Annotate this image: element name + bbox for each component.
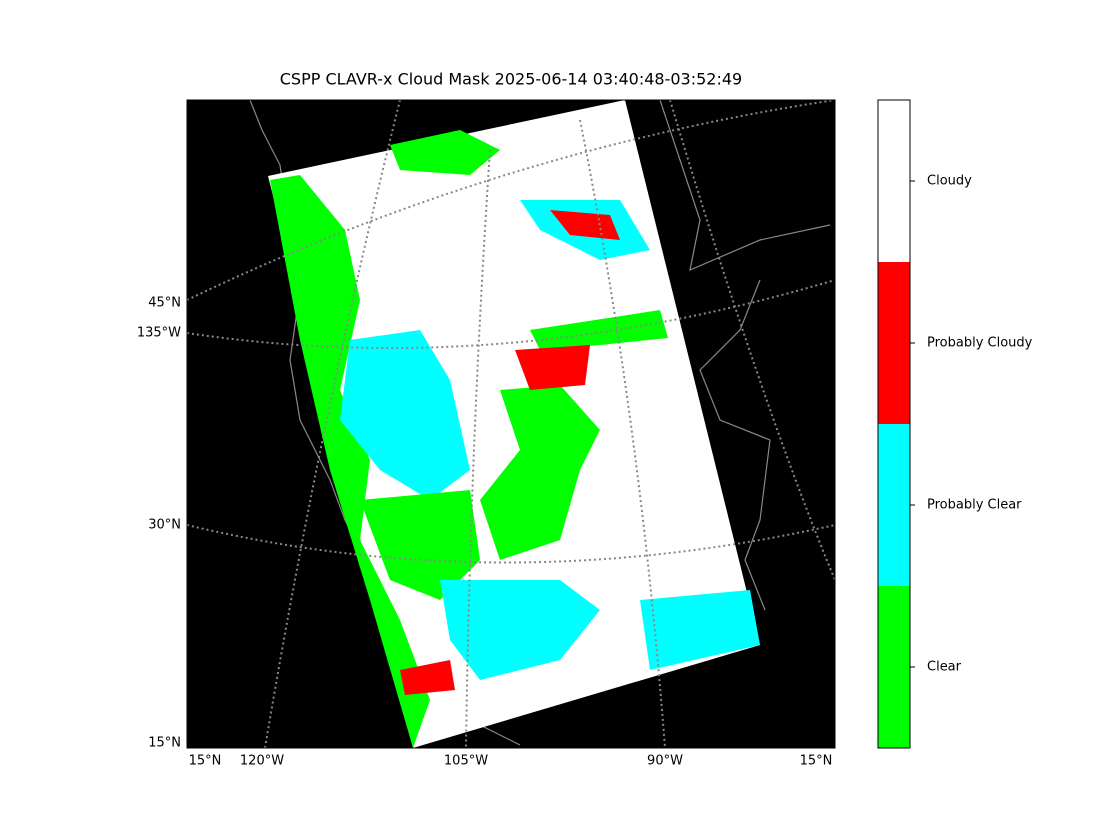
colorbar-segment [878, 100, 910, 262]
clear-region [480, 385, 600, 560]
probably-clear-region [440, 580, 600, 680]
colorbar-segment [878, 586, 910, 748]
clear-region [270, 175, 430, 748]
lon-label: 105°W [444, 754, 488, 769]
lat-label: 45°N [148, 296, 181, 311]
colorbar-label: Probably Clear [927, 498, 1022, 513]
probably-cloudy-region [515, 345, 590, 390]
probably-clear-region [340, 330, 470, 500]
lat-label: 15°N [800, 754, 833, 769]
colorbar-segment [878, 262, 910, 424]
lon-label: 120°W [240, 754, 284, 769]
colorbar-label: Probably Cloudy [927, 336, 1033, 351]
lat-label: 15°N [148, 736, 181, 751]
clear-region [360, 490, 480, 600]
probably-cloudy-region [400, 660, 455, 695]
swath [268, 100, 760, 748]
map [186, 99, 836, 749]
probably-clear-region [640, 590, 760, 670]
grid-line [579, 119, 666, 749]
lat-label: 15°N [189, 754, 222, 769]
colorbar-segment [878, 424, 910, 586]
colorbar-frame [877, 99, 911, 749]
colorbar-label: Cloudy [927, 174, 972, 189]
colorbar-label: Clear [927, 660, 962, 675]
grid-line [465, 149, 491, 749]
lat-label: 30°N [148, 518, 181, 533]
map-title: CSPP CLAVR-x Cloud Mask 2025-06-14 03:40… [280, 70, 742, 89]
colorbar: Cloudy Probably Cloudy Probably Clear Clear [877, 99, 1033, 749]
grid-line [264, 99, 401, 749]
lon-label: 135°W [137, 326, 181, 341]
grid-line [669, 99, 836, 581]
probably-cloudy-region [550, 210, 620, 240]
graticule [186, 99, 836, 749]
map-frame [186, 99, 836, 749]
lon-label: 90°W [647, 754, 683, 769]
clear-region [530, 310, 668, 350]
grid-line [186, 524, 836, 564]
clear-region [390, 130, 500, 175]
